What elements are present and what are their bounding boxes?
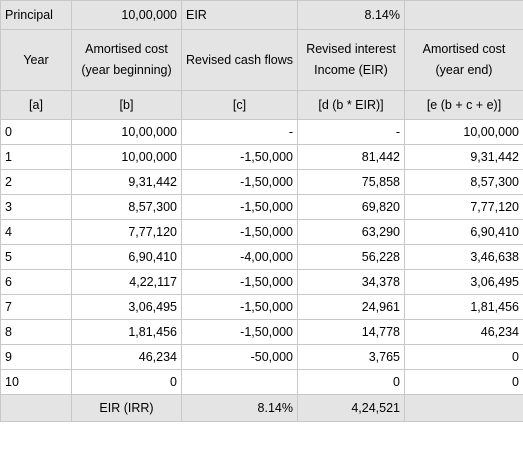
interest-income-cell: 0 [297,369,405,395]
interest-income-cell: 24,961 [297,294,405,320]
amortised-begin-cell: 7,77,120 [71,219,182,245]
header-row: Year Amortised cost (year beginning) Rev… [0,29,523,91]
subheader-a: [a] [0,90,72,120]
amortised-begin-cell: 9,31,442 [71,169,182,195]
header-amortised-end: Amortised cost (year end) [404,29,523,91]
principal-label: Principal [0,0,72,30]
amortised-end-cell: 1,81,456 [404,294,523,320]
amortisation-table: Principal 10,00,000 EIR 8.14% Year Amort… [0,0,523,422]
eir-value: 8.14% [297,0,405,30]
amortised-end-cell: 3,06,495 [404,269,523,295]
table-row: 6 4,22,117 -1,50,000 34,378 3,06,495 [0,269,523,295]
cash-flow-cell: -1,50,000 [181,219,298,245]
cash-flow-cell: - [181,119,298,145]
header-amortised-begin: Amortised cost (year beginning) [71,29,182,91]
subheader-b: [b] [71,90,182,120]
interest-income-cell: 34,378 [297,269,405,295]
amortised-begin-cell: 4,22,117 [71,269,182,295]
amortised-begin-cell: 8,57,300 [71,194,182,220]
cash-flow-cell: -1,50,000 [181,269,298,295]
header-interest-income: Revised interest Income (EIR) [297,29,405,91]
footer-total-interest: 4,24,521 [297,394,405,422]
amortised-end-cell: 8,57,300 [404,169,523,195]
amortised-begin-cell: 10,00,000 [71,119,182,145]
interest-income-cell: 14,778 [297,319,405,345]
amortised-begin-cell: 0 [71,369,182,395]
amortised-end-cell: 9,31,442 [404,144,523,170]
subheader-row: [a] [b] [c] [d (b * EIR)] [e (b + c + e)… [0,90,523,120]
table-row: 9 46,234 -50,000 3,765 0 [0,344,523,370]
amortised-end-cell: 3,46,638 [404,244,523,270]
interest-income-cell: 3,765 [297,344,405,370]
amortised-end-cell: 6,90,410 [404,219,523,245]
table-row: 3 8,57,300 -1,50,000 69,820 7,77,120 [0,194,523,220]
footer-label: EIR (IRR) [71,394,182,422]
table-row: 8 1,81,456 -1,50,000 14,778 46,234 [0,319,523,345]
principal-value: 10,00,000 [71,0,182,30]
footer-empty-cell-2 [404,394,523,422]
year-cell: 7 [0,294,72,320]
amortised-begin-cell: 46,234 [71,344,182,370]
interest-income-cell: 63,290 [297,219,405,245]
cash-flow-cell: -4,00,000 [181,244,298,270]
year-cell: 9 [0,344,72,370]
year-cell: 4 [0,219,72,245]
amortised-end-cell: 0 [404,369,523,395]
table-row: 2 9,31,442 -1,50,000 75,858 8,57,300 [0,169,523,195]
year-cell: 6 [0,269,72,295]
subheader-e: [e (b + c + e)] [404,90,523,120]
cash-flow-cell: -1,50,000 [181,194,298,220]
table-row: 10 0 0 0 [0,369,523,395]
subheader-c: [c] [181,90,298,120]
year-cell: 5 [0,244,72,270]
eir-label: EIR [181,0,298,30]
interest-income-cell: 81,442 [297,144,405,170]
interest-income-cell: 75,858 [297,169,405,195]
subheader-d: [d (b * EIR)] [297,90,405,120]
cash-flow-cell: -1,50,000 [181,319,298,345]
amortised-begin-cell: 3,06,495 [71,294,182,320]
year-cell: 2 [0,169,72,195]
data-rows: 0 10,00,000- -10,00,000 1 10,00,000 -1,50,000… [0,119,523,395]
cash-flow-cell: -50,000 [181,344,298,370]
amortised-end-cell: 0 [404,344,523,370]
interest-income-cell: 69,820 [297,194,405,220]
year-cell: 10 [0,369,72,395]
footer-row: EIR (IRR) 8.14% 4,24,521 [0,394,523,422]
year-cell: 8 [0,319,72,345]
footer-empty-cell [0,394,72,422]
amortised-end-cell: 7,77,120 [404,194,523,220]
cash-flow-cell: -1,50,000 [181,294,298,320]
table-row: 0 10,00,000- -10,00,000 [0,119,523,145]
year-cell: 1 [0,144,72,170]
summary-empty-cell [404,0,523,30]
table-row: 5 6,90,410 -4,00,000 56,228 3,46,638 [0,244,523,270]
year-cell: 0 [0,119,72,145]
cash-flow-cell [181,369,298,395]
summary-row: Principal 10,00,000 EIR 8.14% [0,0,523,30]
cash-flow-cell: -1,50,000 [181,144,298,170]
interest-income-cell: 56,228 [297,244,405,270]
header-year: Year [0,29,72,91]
amortised-end-cell: 10,00,000 [404,119,523,145]
header-cash-flows: Revised cash flows [181,29,298,91]
amortised-begin-cell: 6,90,410 [71,244,182,270]
interest-income-cell: - [297,119,405,145]
amortised-begin-cell: 10,00,000 [71,144,182,170]
footer-eir: 8.14% [181,394,298,422]
table-row: 4 7,77,120 -1,50,000 63,290 6,90,410 [0,219,523,245]
cash-flow-cell: -1,50,000 [181,169,298,195]
table-row: 7 3,06,495 -1,50,000 24,961 1,81,456 [0,294,523,320]
year-cell: 3 [0,194,72,220]
amortised-end-cell: 46,234 [404,319,523,345]
table-row: 1 10,00,000 -1,50,000 81,442 9,31,442 [0,144,523,170]
amortised-begin-cell: 1,81,456 [71,319,182,345]
